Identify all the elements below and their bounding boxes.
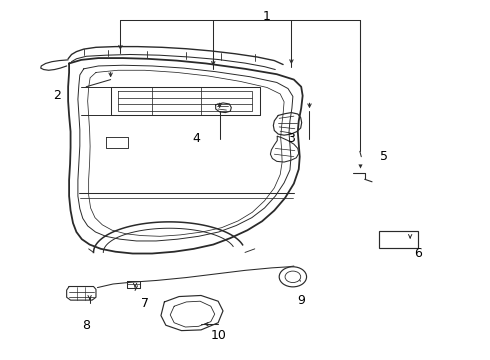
Text: 6: 6	[415, 247, 422, 260]
Text: 1: 1	[263, 10, 271, 23]
Text: 3: 3	[288, 132, 295, 145]
Text: 9: 9	[297, 294, 305, 307]
Bar	[379, 231, 418, 248]
Text: 7: 7	[141, 297, 149, 310]
Circle shape	[285, 271, 301, 283]
Text: 8: 8	[82, 319, 90, 332]
Text: 10: 10	[210, 329, 226, 342]
Text: 2: 2	[53, 89, 61, 102]
Circle shape	[279, 267, 307, 287]
Text: 5: 5	[380, 150, 388, 163]
Text: 4: 4	[192, 132, 200, 145]
